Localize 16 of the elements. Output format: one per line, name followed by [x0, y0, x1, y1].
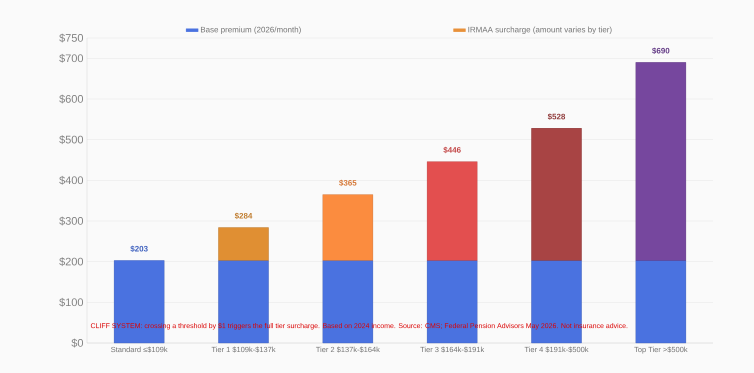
- bar: [636, 62, 686, 261]
- y-tick-label: $750: [59, 34, 84, 42]
- y-tick-label: $200: [59, 257, 84, 266]
- y-tick-label: $500: [59, 135, 84, 144]
- y-tick-label: $300: [59, 216, 84, 226]
- bar: [322, 194, 374, 261]
- bar: [426, 161, 478, 261]
- y-tick-label: $600: [59, 94, 84, 104]
- bar: [322, 260, 374, 344]
- y-tick-label: $0: [71, 338, 84, 348]
- bar: [636, 260, 686, 344]
- bar: [531, 128, 582, 261]
- y-tick-label: $100: [59, 298, 84, 307]
- y-tick-label: $400: [59, 176, 84, 185]
- y-tick-label: $700: [59, 54, 84, 63]
- bar: [218, 227, 269, 261]
